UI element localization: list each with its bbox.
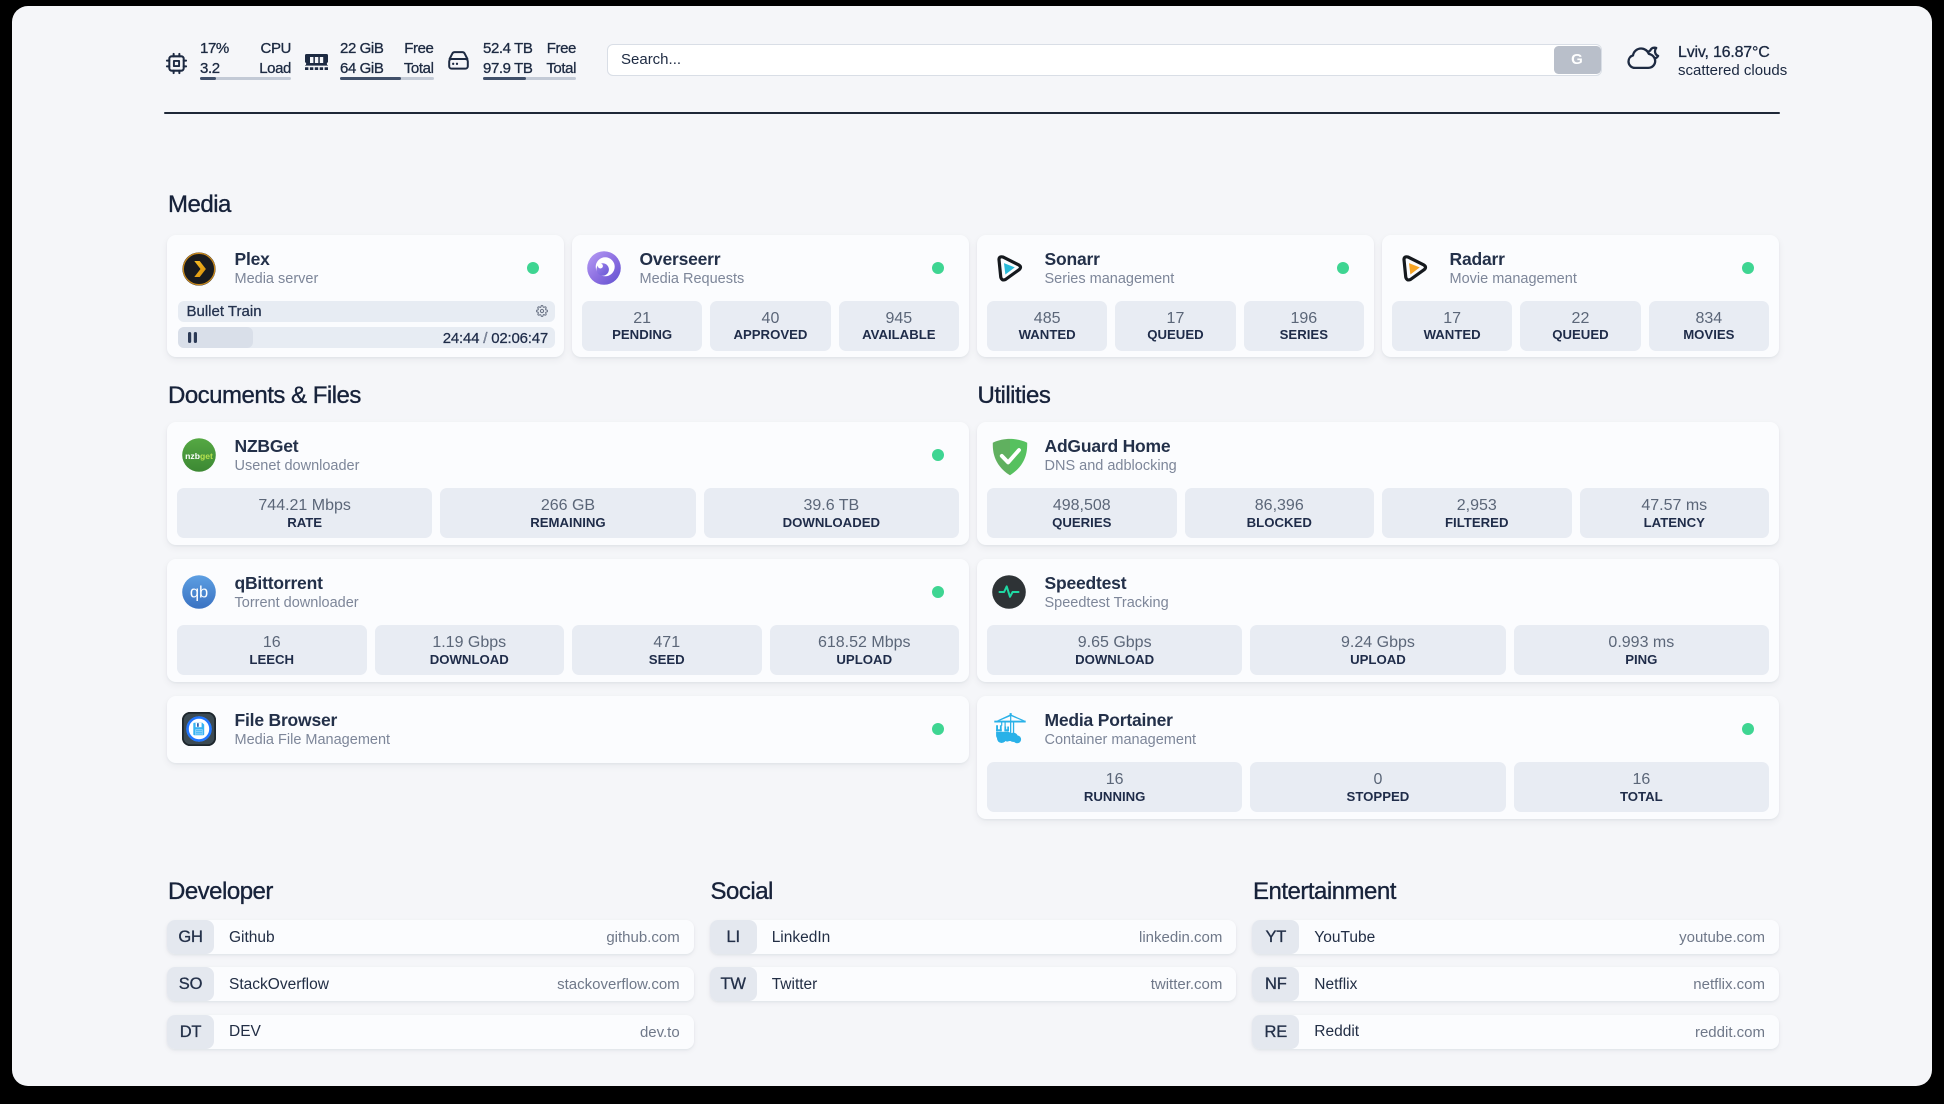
- svg-text:qb: qb: [190, 584, 208, 602]
